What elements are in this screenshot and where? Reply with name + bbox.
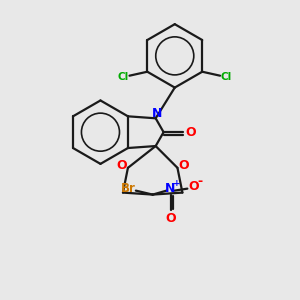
Text: O: O — [188, 180, 199, 193]
Text: -: - — [198, 175, 203, 188]
Text: Cl: Cl — [118, 72, 129, 82]
Text: N: N — [152, 107, 162, 120]
Text: N: N — [165, 182, 176, 195]
Text: O: O — [178, 159, 189, 172]
Text: O: O — [185, 126, 196, 139]
Text: O: O — [165, 212, 176, 225]
Text: +: + — [173, 179, 180, 188]
Text: O: O — [117, 159, 127, 172]
Text: Cl: Cl — [220, 72, 232, 82]
Text: Br: Br — [121, 182, 135, 195]
